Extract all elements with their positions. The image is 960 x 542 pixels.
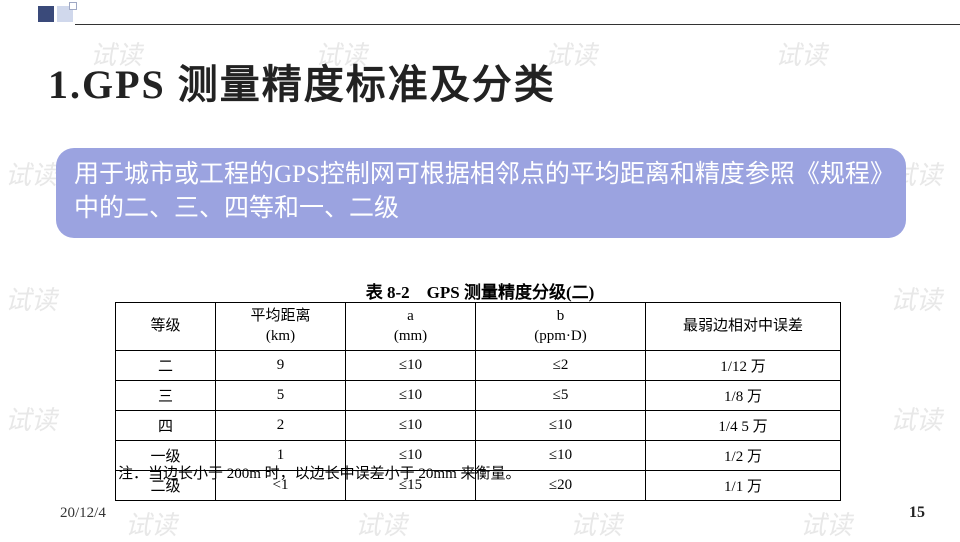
th-a: a(mm) <box>346 303 476 351</box>
table-cell: 1/4 5 万 <box>646 411 841 441</box>
top-divider <box>75 24 960 25</box>
table-cell: 二 <box>116 351 216 381</box>
th-b: b(ppm·D) <box>476 303 646 351</box>
watermark: 试读 <box>800 505 852 542</box>
table-cell: ≤10 <box>346 351 476 381</box>
watermark: 试读 <box>890 400 942 437</box>
table-cell: 四 <box>116 411 216 441</box>
table-row: 二9≤10≤21/12 万 <box>116 351 841 381</box>
table-cell: ≤10 <box>346 411 476 441</box>
top-decoration <box>38 6 79 28</box>
table-cell: 1/1 万 <box>646 471 841 501</box>
watermark: 试读 <box>5 155 57 192</box>
watermark: 试读 <box>5 400 57 437</box>
table-cell: ≤10 <box>346 381 476 411</box>
table-header-row: 等级 平均距离(km) a(mm) b(ppm·D) 最弱边相对中误差 <box>116 303 841 351</box>
page-title: 1.GPS 测量精度标准及分类 <box>48 52 556 110</box>
watermark: 试读 <box>570 505 622 542</box>
th-error: 最弱边相对中误差 <box>646 303 841 351</box>
th-level: 等级 <box>116 303 216 351</box>
table-row: 三5≤10≤51/8 万 <box>116 381 841 411</box>
table-cell: 1/12 万 <box>646 351 841 381</box>
table-cell: ≤5 <box>476 381 646 411</box>
table-note: 注．当边长小于 200m 时，以边长中误差小于 20mm 来衡量。 <box>118 462 521 483</box>
description-box: 用于城市或工程的GPS控制网可根据相邻点的平均距离和精度参照《规程》中的二、三、… <box>56 148 906 238</box>
table-cell: 1/8 万 <box>646 381 841 411</box>
watermark: 试读 <box>125 505 177 542</box>
description-text: 用于城市或工程的GPS控制网可根据相邻点的平均距离和精度参照《规程》中的二、三、… <box>74 158 888 226</box>
table-cell: ≤10 <box>476 411 646 441</box>
table-cell: ≤2 <box>476 351 646 381</box>
table-cell: 2 <box>216 411 346 441</box>
table-row: 四2≤10≤101/4 5 万 <box>116 411 841 441</box>
table-cell: 5 <box>216 381 346 411</box>
footer-date: 20/12/4 <box>60 505 106 522</box>
table-caption: 表 8-2 GPS 测量精度分级(二) <box>0 278 960 303</box>
table-cell: 三 <box>116 381 216 411</box>
watermark: 试读 <box>775 35 827 72</box>
table-cell: 1/2 万 <box>646 441 841 471</box>
table-cell: 9 <box>216 351 346 381</box>
watermark: 试读 <box>355 505 407 542</box>
th-distance: 平均距离(km) <box>216 303 346 351</box>
footer-page: 15 <box>909 504 925 522</box>
